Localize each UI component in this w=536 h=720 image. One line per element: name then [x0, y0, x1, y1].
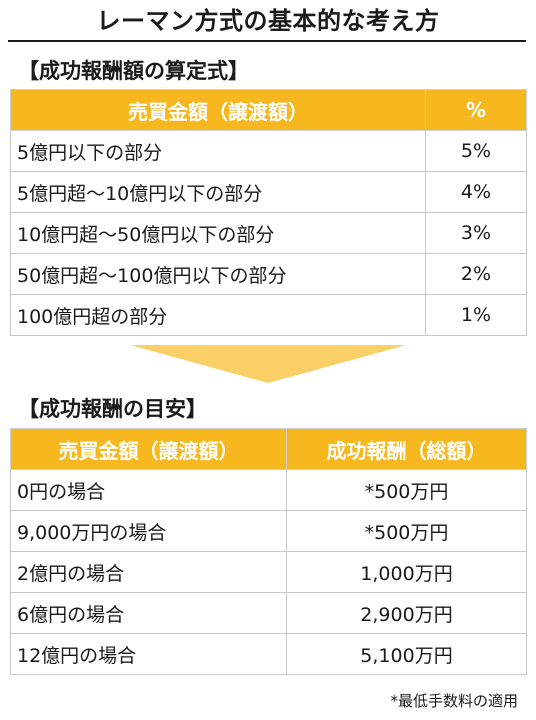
range-cell: 10億円超～50億円以下の部分 [10, 212, 426, 254]
column-header-sale-amount: 売買金額（譲渡額） [10, 89, 426, 131]
down-arrow-icon [130, 345, 406, 383]
range-cell: 100億円超の部分 [10, 294, 426, 336]
fee-cell: 1,000万円 [286, 551, 527, 593]
table-row: 10億円超～50億円以下の部分 3% [10, 212, 527, 254]
column-header-sale-amount: 売買金額（譲渡額） [10, 428, 287, 470]
column-header-success-fee: 成功報酬（総額） [286, 428, 527, 470]
table-row: 6億円の場合 2,900万円 [10, 592, 527, 634]
percent-cell: 1% [425, 294, 527, 336]
table-row: 12億円の場合 5,100万円 [10, 633, 527, 675]
section-estimate-heading: 【成功報酬の目安】 [18, 397, 207, 421]
sale-amount-cell: 0円の場合 [10, 469, 287, 511]
sale-amount-cell: 2億円の場合 [10, 551, 287, 593]
fee-estimate-table: 売買金額（譲渡額） 成功報酬（総額） 0円の場合 *500万円 9,000万円の… [10, 428, 527, 675]
fee-cell: *500万円 [286, 469, 527, 511]
fee-cell: *500万円 [286, 510, 527, 552]
column-header-percent: % [425, 89, 527, 131]
table-header-row: 売買金額（譲渡額） % [10, 89, 527, 131]
percent-cell: 5% [425, 130, 527, 172]
footnote: *最低手数料の適用 [390, 692, 518, 710]
table-row: 50億円超～100億円以下の部分 2% [10, 253, 527, 295]
fee-rate-table: 売買金額（譲渡額） % 5億円以下の部分 5% 5億円超～10億円以下の部分 4… [10, 89, 527, 336]
table-row: 0円の場合 *500万円 [10, 469, 527, 511]
table-row: 5億円超～10億円以下の部分 4% [10, 171, 527, 213]
table-row: 100億円超の部分 1% [10, 294, 527, 336]
page-title: レーマン方式の基本的な考え方 [96, 7, 440, 35]
range-cell: 5億円以下の部分 [10, 130, 426, 172]
percent-cell: 4% [425, 171, 527, 213]
table-row: 9,000万円の場合 *500万円 [10, 510, 527, 552]
fee-cell: 5,100万円 [286, 633, 527, 675]
table-row: 5億円以下の部分 5% [10, 130, 527, 172]
title-underline [8, 40, 526, 42]
range-cell: 5億円超～10億円以下の部分 [10, 171, 426, 213]
section-formula-heading: 【成功報酬額の算定式】 [18, 59, 249, 83]
fee-cell: 2,900万円 [286, 592, 527, 634]
sale-amount-cell: 6億円の場合 [10, 592, 287, 634]
table-row: 2億円の場合 1,000万円 [10, 551, 527, 593]
percent-cell: 3% [425, 212, 527, 254]
sale-amount-cell: 9,000万円の場合 [10, 510, 287, 552]
table-header-row: 売買金額（譲渡額） 成功報酬（総額） [10, 428, 527, 470]
percent-cell: 2% [425, 253, 527, 295]
sale-amount-cell: 12億円の場合 [10, 633, 287, 675]
range-cell: 50億円超～100億円以下の部分 [10, 253, 426, 295]
